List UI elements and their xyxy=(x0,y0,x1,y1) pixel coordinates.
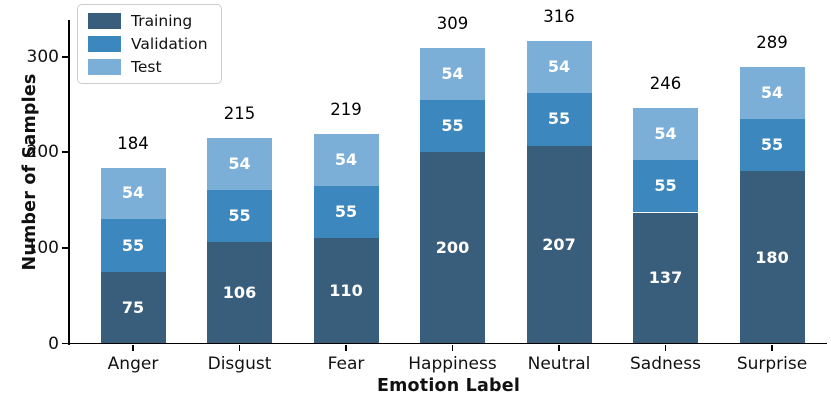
bar-segment-value: 54 xyxy=(654,124,677,144)
x-tick-label: Surprise xyxy=(736,354,808,374)
bar-total-label: 184 xyxy=(117,133,149,153)
x-tick-label: Anger xyxy=(107,354,159,374)
y-tick-mark xyxy=(62,247,69,249)
bar-segment-value: 55 xyxy=(334,202,358,221)
y-tick-label: 100 xyxy=(26,237,59,258)
bar-segment-validation-neutral xyxy=(526,93,592,146)
bar-segment-validation-surprise xyxy=(739,118,805,172)
bar-segment-test-sadness xyxy=(633,108,698,160)
bar-segment-value: 137 xyxy=(648,268,683,287)
bar-segment-value: 180 xyxy=(755,247,789,267)
x-tick-label: Neutral xyxy=(527,354,591,374)
y-tick-mark xyxy=(62,55,69,58)
bar-segment-test-neutral xyxy=(526,41,592,93)
bar-segment-value: 54 xyxy=(547,57,571,77)
legend-item-test: Test xyxy=(88,59,208,75)
bar-segment-validation-disgust xyxy=(207,189,272,243)
x-tick-mark xyxy=(451,345,454,351)
y-tick-label: 200 xyxy=(26,142,59,163)
bar-total-label: 219 xyxy=(330,100,362,120)
bar-total-label: 246 xyxy=(649,74,682,94)
y-tick-mark xyxy=(62,151,69,154)
legend-item-training: Training xyxy=(88,13,208,29)
bar-segment-training-surprise xyxy=(739,171,805,344)
x-tick-mark xyxy=(345,345,347,351)
bar-segment-value: 54 xyxy=(334,149,358,169)
y-axis-spine xyxy=(68,20,70,346)
x-tick-label: Disgust xyxy=(207,354,272,374)
bar-segment-value: 55 xyxy=(121,235,145,255)
legend-swatch-training-icon xyxy=(88,13,121,29)
bar-total-label: 309 xyxy=(436,14,469,34)
bar-total-label: 316 xyxy=(543,7,575,27)
bar-segment-value: 54 xyxy=(121,183,145,203)
bar-segment-training-anger xyxy=(100,271,166,344)
legend-label-test: Test xyxy=(131,58,162,76)
bar-segment-test-fear xyxy=(313,134,379,186)
bar-segment-training-neutral xyxy=(526,145,592,344)
bar-segment-training-disgust xyxy=(207,242,272,344)
bar-segment-value: 55 xyxy=(441,116,464,135)
bar-segment-value: 54 xyxy=(441,63,464,83)
legend-label-training: Training xyxy=(131,12,193,30)
bar-total-label: 215 xyxy=(223,104,256,123)
bar-segment-training-happiness xyxy=(420,152,485,344)
bar-segment-value: 55 xyxy=(228,205,251,225)
bar-segment-validation-sadness xyxy=(633,159,698,213)
bar-segment-training-sadness xyxy=(633,212,698,344)
x-tick-mark xyxy=(132,345,134,351)
x-tick-mark xyxy=(664,345,667,351)
bar-segment-test-disgust xyxy=(207,138,272,190)
bar-segment-value: 200 xyxy=(435,237,470,257)
bar-segment-test-anger xyxy=(100,167,166,220)
bar-total-label: 289 xyxy=(756,33,788,53)
bar-segment-test-surprise xyxy=(739,67,805,119)
legend-swatch-validation-icon xyxy=(88,36,121,52)
y-tick-label: 0 xyxy=(48,333,59,354)
x-tick-label: Fear xyxy=(327,354,365,374)
bar-segment-value: 54 xyxy=(228,153,251,173)
bar-segment-value: 54 xyxy=(760,83,784,102)
x-axis-title: Emotion Label xyxy=(376,376,521,396)
x-tick-label: Sadness xyxy=(630,354,701,374)
x-tick-mark xyxy=(771,345,773,351)
x-tick-label: Happiness xyxy=(408,354,497,374)
bar-segment-value: 55 xyxy=(547,109,571,129)
legend-item-validation: Validation xyxy=(88,36,208,52)
x-axis-spine xyxy=(68,342,827,345)
bar-segment-validation-happiness xyxy=(420,99,485,153)
legend: Training Validation Test xyxy=(77,4,222,84)
y-tick-label: 300 xyxy=(26,46,59,67)
bar-segment-training-fear xyxy=(313,238,379,344)
bar-segment-value: 106 xyxy=(222,282,257,302)
bar-segment-value: 75 xyxy=(121,297,145,317)
bar-segment-value: 55 xyxy=(760,135,784,155)
bar-segment-value: 55 xyxy=(654,176,677,196)
y-tick-mark xyxy=(62,342,69,345)
legend-label-validation: Validation xyxy=(131,35,208,53)
legend-swatch-test-icon xyxy=(88,59,121,75)
bar-segment-test-happiness xyxy=(420,48,485,100)
bar-segment-validation-fear xyxy=(313,185,379,239)
x-tick-mark xyxy=(558,345,560,351)
bar-segment-value: 207 xyxy=(542,234,576,254)
x-tick-mark xyxy=(238,345,241,351)
bar-segment-validation-anger xyxy=(100,219,166,272)
bar-segment-value: 110 xyxy=(329,280,363,300)
